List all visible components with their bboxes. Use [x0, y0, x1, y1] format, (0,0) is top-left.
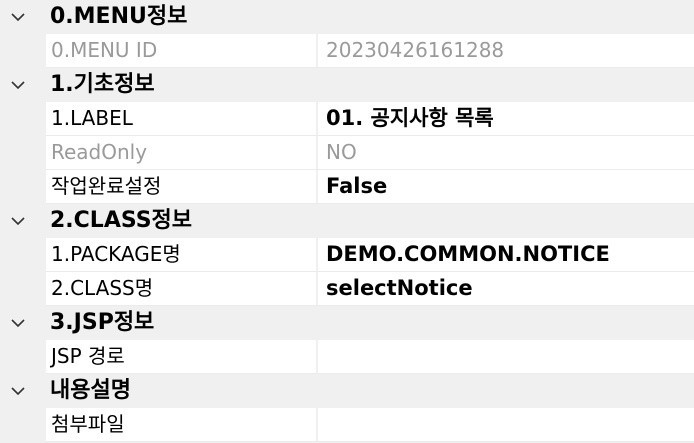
property-row-menu-id[interactable]: 0.MENU ID 20230426161288 [46, 34, 694, 68]
property-value[interactable]: 01. 공지사항 목록 [318, 102, 694, 135]
property-row-label[interactable]: 1.LABEL 01. 공지사항 목록 [46, 102, 694, 136]
category-jsp-info[interactable]: 3.JSP정보 [0, 306, 694, 340]
property-name: 첨부파일 [46, 408, 316, 441]
category-title: 0.MENU정보 [50, 4, 188, 29]
category-title: 3.JSP정보 [50, 310, 155, 335]
property-name: 2.CLASS명 [46, 272, 316, 305]
category-menu-info[interactable]: 0.MENU정보 [0, 0, 694, 34]
property-row-class[interactable]: 2.CLASS명 selectNotice [46, 272, 694, 306]
category-basic-info[interactable]: 1.기초정보 [0, 68, 694, 102]
property-row-work-complete[interactable]: 작업완료설정 False [46, 170, 694, 204]
category-description[interactable]: 내용설명 [0, 374, 694, 408]
chevron-down-icon[interactable] [10, 213, 26, 229]
property-value[interactable]: selectNotice [318, 272, 694, 305]
chevron-down-icon[interactable] [10, 383, 26, 399]
property-name: JSP 경로 [46, 340, 316, 373]
property-value[interactable]: 20230426161288 [318, 34, 694, 67]
category-title: 2.CLASS정보 [50, 208, 193, 233]
property-name: ReadOnly [46, 136, 316, 169]
property-name: 1.LABEL [46, 102, 316, 135]
property-value[interactable] [318, 340, 694, 373]
property-row-readonly[interactable]: ReadOnly NO [46, 136, 694, 170]
property-row-package[interactable]: 1.PACKAGE명 DEMO.COMMON.NOTICE [46, 238, 694, 272]
property-value[interactable]: False [318, 170, 694, 203]
chevron-down-icon[interactable] [10, 9, 26, 25]
chevron-down-icon[interactable] [10, 77, 26, 93]
category-title: 1.기초정보 [50, 72, 155, 97]
property-name: 작업완료설정 [46, 170, 316, 203]
category-title: 내용설명 [50, 378, 131, 403]
property-name: 0.MENU ID [46, 34, 316, 67]
category-class-info[interactable]: 2.CLASS정보 [0, 204, 694, 238]
property-value[interactable] [318, 408, 694, 441]
property-value[interactable]: DEMO.COMMON.NOTICE [318, 238, 694, 271]
chevron-down-icon[interactable] [10, 315, 26, 331]
property-row-jsp-path[interactable]: JSP 경로 [46, 340, 694, 374]
property-value[interactable]: NO [318, 136, 694, 169]
property-name: 1.PACKAGE명 [46, 238, 316, 271]
property-row-attachment[interactable]: 첨부파일 [46, 408, 694, 442]
